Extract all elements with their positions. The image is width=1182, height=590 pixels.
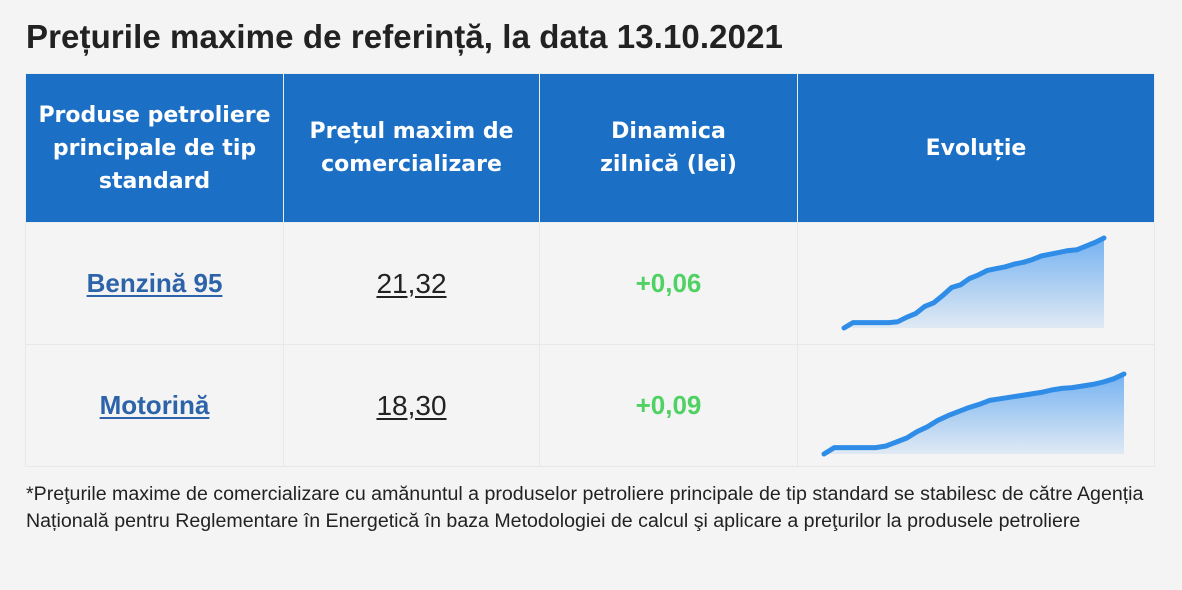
price-value[interactable]: 18,30 bbox=[376, 389, 447, 421]
delta-cell: +0,06 bbox=[539, 222, 798, 345]
price-value[interactable]: 21,32 bbox=[376, 267, 447, 299]
header-product: Produse petroliere principale de tip sta… bbox=[25, 73, 284, 223]
table-header-row: Produse petroliere principale de tip sta… bbox=[25, 73, 1155, 223]
evolution-cell bbox=[797, 344, 1155, 467]
sparkline-line bbox=[821, 371, 1126, 456]
daily-delta-value: +0,06 bbox=[635, 268, 702, 298]
price-cell: 21,32 bbox=[283, 222, 540, 345]
sparkline-area bbox=[843, 237, 1104, 328]
prices-table: Produse petroliere principale de tip sta… bbox=[25, 73, 1155, 467]
sparkline-motorina bbox=[821, 371, 1126, 456]
header-price: Prețul maxim de comercializare bbox=[283, 73, 540, 223]
footnote: *Preţurile maxime de comercializare cu a… bbox=[26, 483, 1144, 532]
page-title: Prețurile maxime de referință, la data 1… bbox=[26, 18, 783, 55]
sparkline-area bbox=[823, 373, 1124, 454]
header-evolution: Evoluție bbox=[797, 73, 1155, 223]
price-cell: 18,30 bbox=[283, 344, 540, 467]
table-row: Motorină 18,30 +0,09 bbox=[25, 344, 1155, 467]
product-link-motorina[interactable]: Motorină bbox=[99, 390, 210, 420]
sparkline-benzina-95 bbox=[841, 235, 1106, 330]
evolution-cell bbox=[797, 222, 1155, 345]
header-dynamics: Dinamica zilnică (lei) bbox=[539, 73, 798, 223]
product-link-benzina-95[interactable]: Benzină 95 bbox=[86, 268, 223, 298]
table-row: Benzină 95 21,32 +0,06 bbox=[25, 222, 1155, 345]
daily-delta-value: +0,09 bbox=[635, 390, 702, 420]
product-cell: Motorină bbox=[25, 344, 284, 467]
delta-cell: +0,09 bbox=[539, 344, 798, 467]
sparkline-line bbox=[841, 235, 1106, 330]
product-cell: Benzină 95 bbox=[25, 222, 284, 345]
